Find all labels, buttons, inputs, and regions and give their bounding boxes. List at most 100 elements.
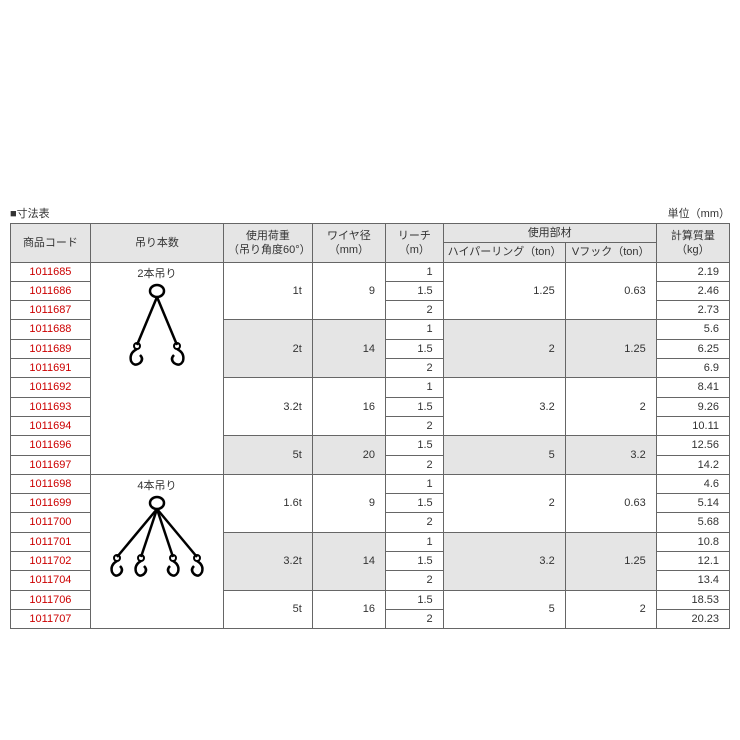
cell-code: 1011697 <box>11 455 91 474</box>
cell-ring: 2 <box>443 320 565 378</box>
cell-code: 1011687 <box>11 301 91 320</box>
cell-reach: 2 <box>385 609 443 628</box>
cell-hook: 0.63 <box>565 474 656 532</box>
cell-reach: 1 <box>385 262 443 281</box>
table-title: ■寸法表 <box>10 205 50 221</box>
cell-ring: 5 <box>443 590 565 629</box>
cell-code: 1011688 <box>11 320 91 339</box>
cell-reach: 2 <box>385 359 443 378</box>
cell-wire: 9 <box>312 262 385 320</box>
cell-load: 1.6t <box>224 474 313 532</box>
th-wire: ワイヤ径（mm） <box>312 224 385 263</box>
cell-reach: 1 <box>385 474 443 493</box>
cell-code: 1011701 <box>11 532 91 551</box>
cell-code: 1011704 <box>11 571 91 590</box>
cell-reach: 1 <box>385 532 443 551</box>
cell-ring: 3.2 <box>443 532 565 590</box>
cell-hang-4: 4本吊り <box>90 474 223 628</box>
th-suspend: 吊り本数 <box>90 224 223 263</box>
hook-2-icon <box>123 283 191 368</box>
cell-mass: 13.4 <box>656 571 729 590</box>
cell-mass: 5.6 <box>656 320 729 339</box>
cell-code: 1011686 <box>11 281 91 300</box>
cell-hook: 2 <box>565 378 656 436</box>
cell-load: 5t <box>224 590 313 629</box>
cell-code: 1011685 <box>11 262 91 281</box>
cell-mass: 10.8 <box>656 532 729 551</box>
cell-code: 1011702 <box>11 552 91 571</box>
cell-mass: 18.53 <box>656 590 729 609</box>
spec-table: 商品コード 吊り本数 使用荷重（吊り角度60°） ワイヤ径（mm） リーチ（m）… <box>10 223 730 629</box>
cell-ring: 5 <box>443 436 565 475</box>
cell-mass: 4.6 <box>656 474 729 493</box>
cell-code: 1011691 <box>11 359 91 378</box>
cell-mass: 14.2 <box>656 455 729 474</box>
cell-load: 2t <box>224 320 313 378</box>
cell-mass: 9.26 <box>656 397 729 416</box>
cell-load: 1t <box>224 262 313 320</box>
cell-reach: 1.5 <box>385 397 443 416</box>
cell-code: 1011693 <box>11 397 91 416</box>
cell-mass: 20.23 <box>656 609 729 628</box>
cell-mass: 2.73 <box>656 301 729 320</box>
th-code: 商品コード <box>11 224 91 263</box>
cell-reach: 1.5 <box>385 494 443 513</box>
cell-reach: 1 <box>385 320 443 339</box>
cell-code: 1011700 <box>11 513 91 532</box>
hang-2-label: 2本吊り <box>95 267 219 281</box>
cell-code: 1011692 <box>11 378 91 397</box>
cell-hang-2: 2本吊り <box>90 262 223 474</box>
cell-code: 1011706 <box>11 590 91 609</box>
th-hook: Vフック（ton） <box>565 243 656 262</box>
cell-mass: 5.14 <box>656 494 729 513</box>
cell-reach: 2 <box>385 455 443 474</box>
cell-wire: 14 <box>312 320 385 378</box>
table-row: 10116852本吊り1t911.250.632.19 <box>11 262 730 281</box>
cell-reach: 2 <box>385 416 443 435</box>
cell-mass: 2.46 <box>656 281 729 300</box>
cell-hook: 2 <box>565 590 656 629</box>
cell-hook: 1.25 <box>565 532 656 590</box>
cell-mass: 5.68 <box>656 513 729 532</box>
cell-wire: 16 <box>312 378 385 436</box>
cell-hook: 0.63 <box>565 262 656 320</box>
cell-code: 1011699 <box>11 494 91 513</box>
cell-reach: 2 <box>385 513 443 532</box>
cell-hook: 1.25 <box>565 320 656 378</box>
cell-load: 5t <box>224 436 313 475</box>
cell-wire: 14 <box>312 532 385 590</box>
cell-wire: 9 <box>312 474 385 532</box>
cell-code: 1011696 <box>11 436 91 455</box>
cell-mass: 8.41 <box>656 378 729 397</box>
cell-reach: 2 <box>385 571 443 590</box>
th-load: 使用荷重（吊り角度60°） <box>224 224 313 263</box>
table-row: 10116984本吊り1.6t9120.634.6 <box>11 474 730 493</box>
cell-code: 1011698 <box>11 474 91 493</box>
hang-4-label: 4本吊り <box>95 479 219 493</box>
cell-ring: 2 <box>443 474 565 532</box>
unit-label: 単位（mm） <box>668 205 730 221</box>
title-row: ■寸法表 単位（mm） <box>10 205 730 221</box>
cell-mass: 2.19 <box>656 262 729 281</box>
th-ring: ハイパーリング（ton） <box>443 243 565 262</box>
cell-reach: 1.5 <box>385 590 443 609</box>
cell-code: 1011689 <box>11 339 91 358</box>
th-mass: 計算質量（kg） <box>656 224 729 263</box>
th-parts: 使用部材 <box>443 224 656 243</box>
th-reach: リーチ（m） <box>385 224 443 263</box>
cell-mass: 6.9 <box>656 359 729 378</box>
cell-mass: 12.1 <box>656 552 729 571</box>
cell-reach: 1.5 <box>385 436 443 455</box>
cell-hook: 3.2 <box>565 436 656 475</box>
cell-mass: 12.56 <box>656 436 729 455</box>
cell-load: 3.2t <box>224 378 313 436</box>
cell-reach: 1.5 <box>385 339 443 358</box>
cell-mass: 10.11 <box>656 416 729 435</box>
cell-code: 1011694 <box>11 416 91 435</box>
cell-code: 1011707 <box>11 609 91 628</box>
cell-reach: 1 <box>385 378 443 397</box>
cell-reach: 1.5 <box>385 552 443 571</box>
hook-4-icon <box>107 495 207 580</box>
cell-mass: 6.25 <box>656 339 729 358</box>
cell-reach: 1.5 <box>385 281 443 300</box>
